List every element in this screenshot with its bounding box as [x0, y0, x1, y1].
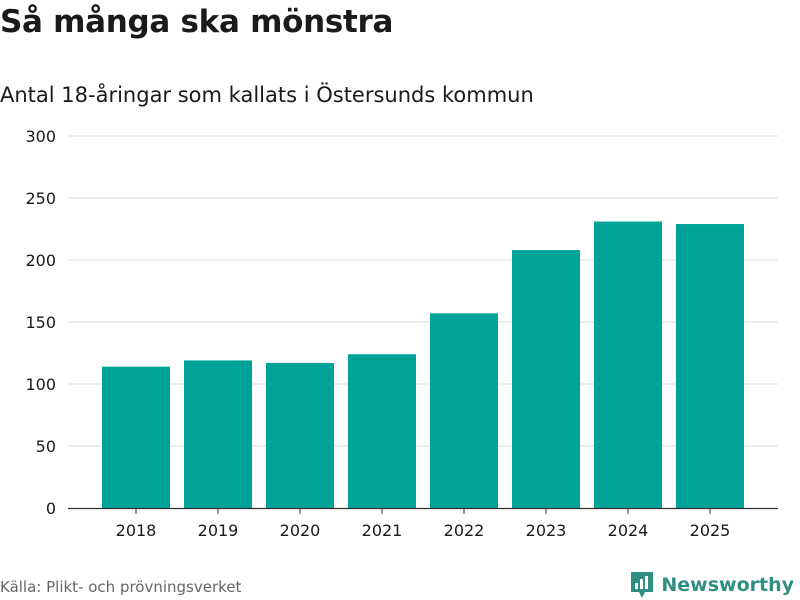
- bar-2019: [184, 360, 252, 508]
- chart-title: Så många ska mönstra: [0, 4, 394, 40]
- y-tick-label: 200: [25, 251, 56, 270]
- brand-logo[interactable]: Newsworthy: [629, 570, 794, 600]
- y-tick-label: 300: [25, 127, 56, 146]
- source-note: Källa: Plikt- och prövningsverket: [0, 578, 242, 596]
- chart-subtitle: Antal 18-åringar som kallats i Östersund…: [0, 83, 534, 107]
- bar-2024: [594, 221, 662, 508]
- y-tick-label: 50: [36, 437, 56, 456]
- x-tick-label: 2020: [280, 521, 321, 540]
- y-tick-label: 250: [25, 189, 56, 208]
- x-tick-label: 2024: [608, 521, 649, 540]
- bar-chart-icon: [631, 572, 654, 598]
- bar-2018: [102, 366, 170, 508]
- y-tick-label: 150: [25, 313, 56, 332]
- bar-2020: [266, 362, 334, 508]
- y-tick-label: 0: [46, 499, 56, 518]
- y-tick-label: 100: [25, 375, 56, 394]
- x-tick-label: 2021: [362, 521, 403, 540]
- bar-2021: [348, 354, 416, 508]
- x-tick-label: 2018: [116, 521, 157, 540]
- bar-2025: [676, 224, 744, 509]
- x-tick-label: 2025: [690, 521, 731, 540]
- bar-2022: [430, 313, 498, 508]
- bar-2023: [512, 250, 580, 508]
- x-tick-label: 2019: [198, 521, 239, 540]
- brand-name: Newsworthy: [661, 574, 794, 596]
- x-tick-label: 2023: [526, 521, 567, 540]
- x-tick-label: 2022: [444, 521, 485, 540]
